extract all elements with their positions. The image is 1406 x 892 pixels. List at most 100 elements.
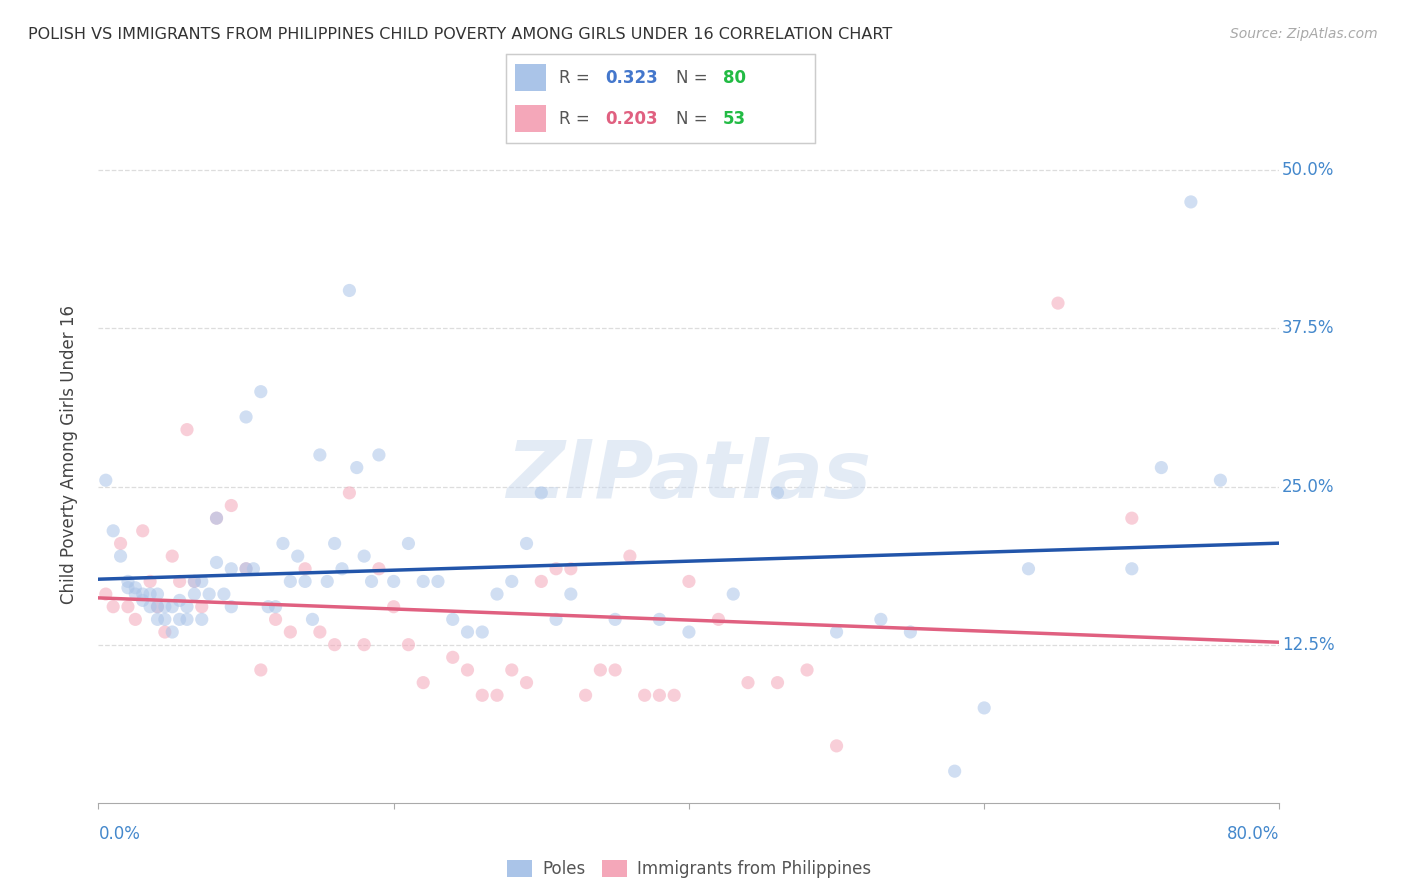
Point [110, 536, 132, 550]
Point [294, 562, 316, 576]
Point [943, 764, 966, 779]
Legend: Poles, Immigrants from Philippines: Poles, Immigrants from Philippines [501, 854, 877, 885]
Point [146, 599, 169, 614]
Text: 0.0%: 0.0% [98, 825, 141, 843]
Point [146, 612, 169, 626]
Point [139, 587, 162, 601]
Point [264, 612, 287, 626]
Point [825, 739, 848, 753]
Point [441, 612, 464, 626]
Point [648, 612, 671, 626]
Text: 80.0%: 80.0% [1227, 825, 1279, 843]
Point [396, 638, 419, 652]
Point [278, 625, 302, 640]
Point [132, 587, 155, 601]
Text: POLISH VS IMMIGRANTS FROM PHILIPPINES CHILD POVERTY AMONG GIRLS UNDER 16 CORRELA: POLISH VS IMMIGRANTS FROM PHILIPPINES CH… [28, 27, 893, 42]
Point [242, 562, 264, 576]
Point [323, 536, 346, 550]
Text: 53: 53 [723, 110, 745, 128]
Point [139, 574, 162, 589]
Point [825, 625, 848, 640]
Point [117, 574, 139, 589]
Point [796, 663, 818, 677]
Point [235, 562, 257, 576]
Point [515, 675, 537, 690]
Point [169, 574, 191, 589]
Point [235, 409, 257, 424]
Point [605, 612, 627, 626]
Point [589, 663, 612, 677]
Point [264, 599, 287, 614]
Point [337, 486, 360, 500]
Point [441, 650, 464, 665]
FancyBboxPatch shape [516, 64, 547, 91]
Point [235, 562, 257, 576]
Point [309, 625, 332, 640]
Point [191, 574, 214, 589]
Point [869, 612, 891, 626]
Point [664, 688, 686, 702]
Point [1121, 511, 1143, 525]
Point [117, 581, 139, 595]
Point [382, 574, 405, 589]
Point [183, 587, 205, 601]
Point [205, 511, 228, 525]
Point [766, 486, 789, 500]
Point [560, 587, 582, 601]
Point [337, 284, 360, 298]
Point [301, 612, 323, 626]
Point [486, 688, 509, 702]
Point [1017, 562, 1039, 576]
Point [396, 536, 419, 550]
Point [219, 499, 242, 513]
Text: R =: R = [558, 69, 595, 87]
Point [501, 574, 523, 589]
Point [250, 663, 273, 677]
Point [530, 486, 553, 500]
Point [360, 574, 382, 589]
Point [132, 593, 155, 607]
Point [103, 524, 125, 538]
Point [94, 587, 117, 601]
Point [153, 612, 176, 626]
Point [900, 625, 922, 640]
Text: 25.0%: 25.0% [1282, 477, 1334, 496]
Point [678, 625, 700, 640]
Point [198, 587, 221, 601]
Point [1180, 194, 1202, 209]
Text: 0.203: 0.203 [605, 110, 658, 128]
Text: 37.5%: 37.5% [1282, 319, 1334, 337]
Point [574, 688, 596, 702]
Text: 12.5%: 12.5% [1282, 636, 1334, 654]
Point [346, 460, 368, 475]
Point [110, 549, 132, 563]
Point [117, 599, 139, 614]
Point [382, 599, 405, 614]
Point [94, 473, 117, 487]
Point [153, 599, 176, 614]
Point [146, 587, 169, 601]
Point [294, 574, 316, 589]
Point [219, 599, 242, 614]
Point [353, 549, 375, 563]
Point [219, 562, 242, 576]
Point [412, 675, 434, 690]
Point [153, 625, 176, 640]
Point [721, 587, 744, 601]
Point [368, 448, 391, 462]
Text: N =: N = [676, 110, 713, 128]
Point [271, 536, 294, 550]
Point [176, 423, 198, 437]
Point [412, 574, 434, 589]
Point [103, 599, 125, 614]
Point [250, 384, 273, 399]
Point [619, 549, 641, 563]
Point [124, 612, 146, 626]
Text: R =: R = [558, 110, 595, 128]
Point [648, 688, 671, 702]
Point [205, 511, 228, 525]
Point [1150, 460, 1173, 475]
Point [212, 587, 235, 601]
Y-axis label: Child Poverty Among Girls Under 16: Child Poverty Among Girls Under 16 [59, 305, 77, 605]
Point [766, 675, 789, 690]
